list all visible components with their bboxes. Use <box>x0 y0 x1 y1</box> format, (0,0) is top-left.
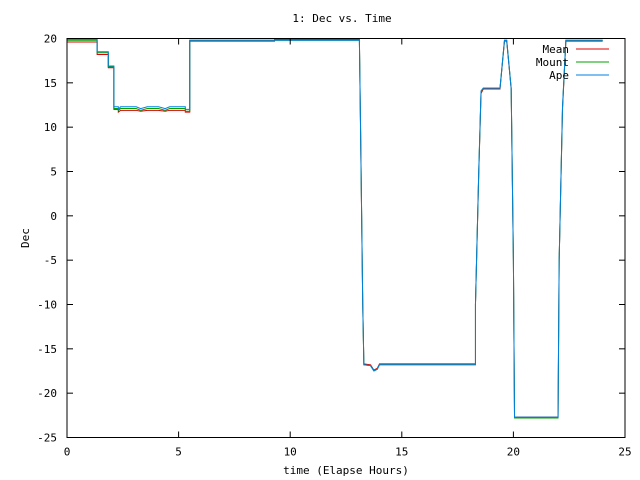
y-tick-label: 10 <box>44 121 57 134</box>
y-axis-label: Dec <box>19 228 32 248</box>
plot-frame <box>66 38 626 438</box>
y-tick-label: -5 <box>44 254 57 267</box>
x-tick-label: 10 <box>284 446 297 459</box>
y-tick-label: 20 <box>44 33 57 46</box>
x-tick-label: 25 <box>618 446 631 459</box>
y-tick-label: -25 <box>37 432 57 445</box>
x-tick-label: 20 <box>507 446 520 459</box>
chart-title: 1: Dec vs. Time <box>292 12 391 25</box>
x-tick-label: 0 <box>64 446 71 459</box>
x-tick-label: 5 <box>175 446 182 459</box>
x-tick-label: 15 <box>395 446 408 459</box>
series-layer <box>67 38 603 419</box>
legend-label-mean: Mean <box>543 43 570 56</box>
y-tick-label: -10 <box>37 299 57 312</box>
x-axis-label: time (Elapse Hours) <box>283 464 409 477</box>
y-tick-label: 15 <box>44 77 57 90</box>
legend-label-mount: Mount <box>536 56 569 69</box>
y-tick-label: -15 <box>37 343 57 356</box>
y-tick-label: -20 <box>37 387 57 400</box>
y-tick-label: 5 <box>50 166 57 179</box>
legend-label-ape: Ape <box>549 69 569 82</box>
series-line-ape <box>67 38 603 418</box>
y-tick-label: 0 <box>50 210 57 223</box>
